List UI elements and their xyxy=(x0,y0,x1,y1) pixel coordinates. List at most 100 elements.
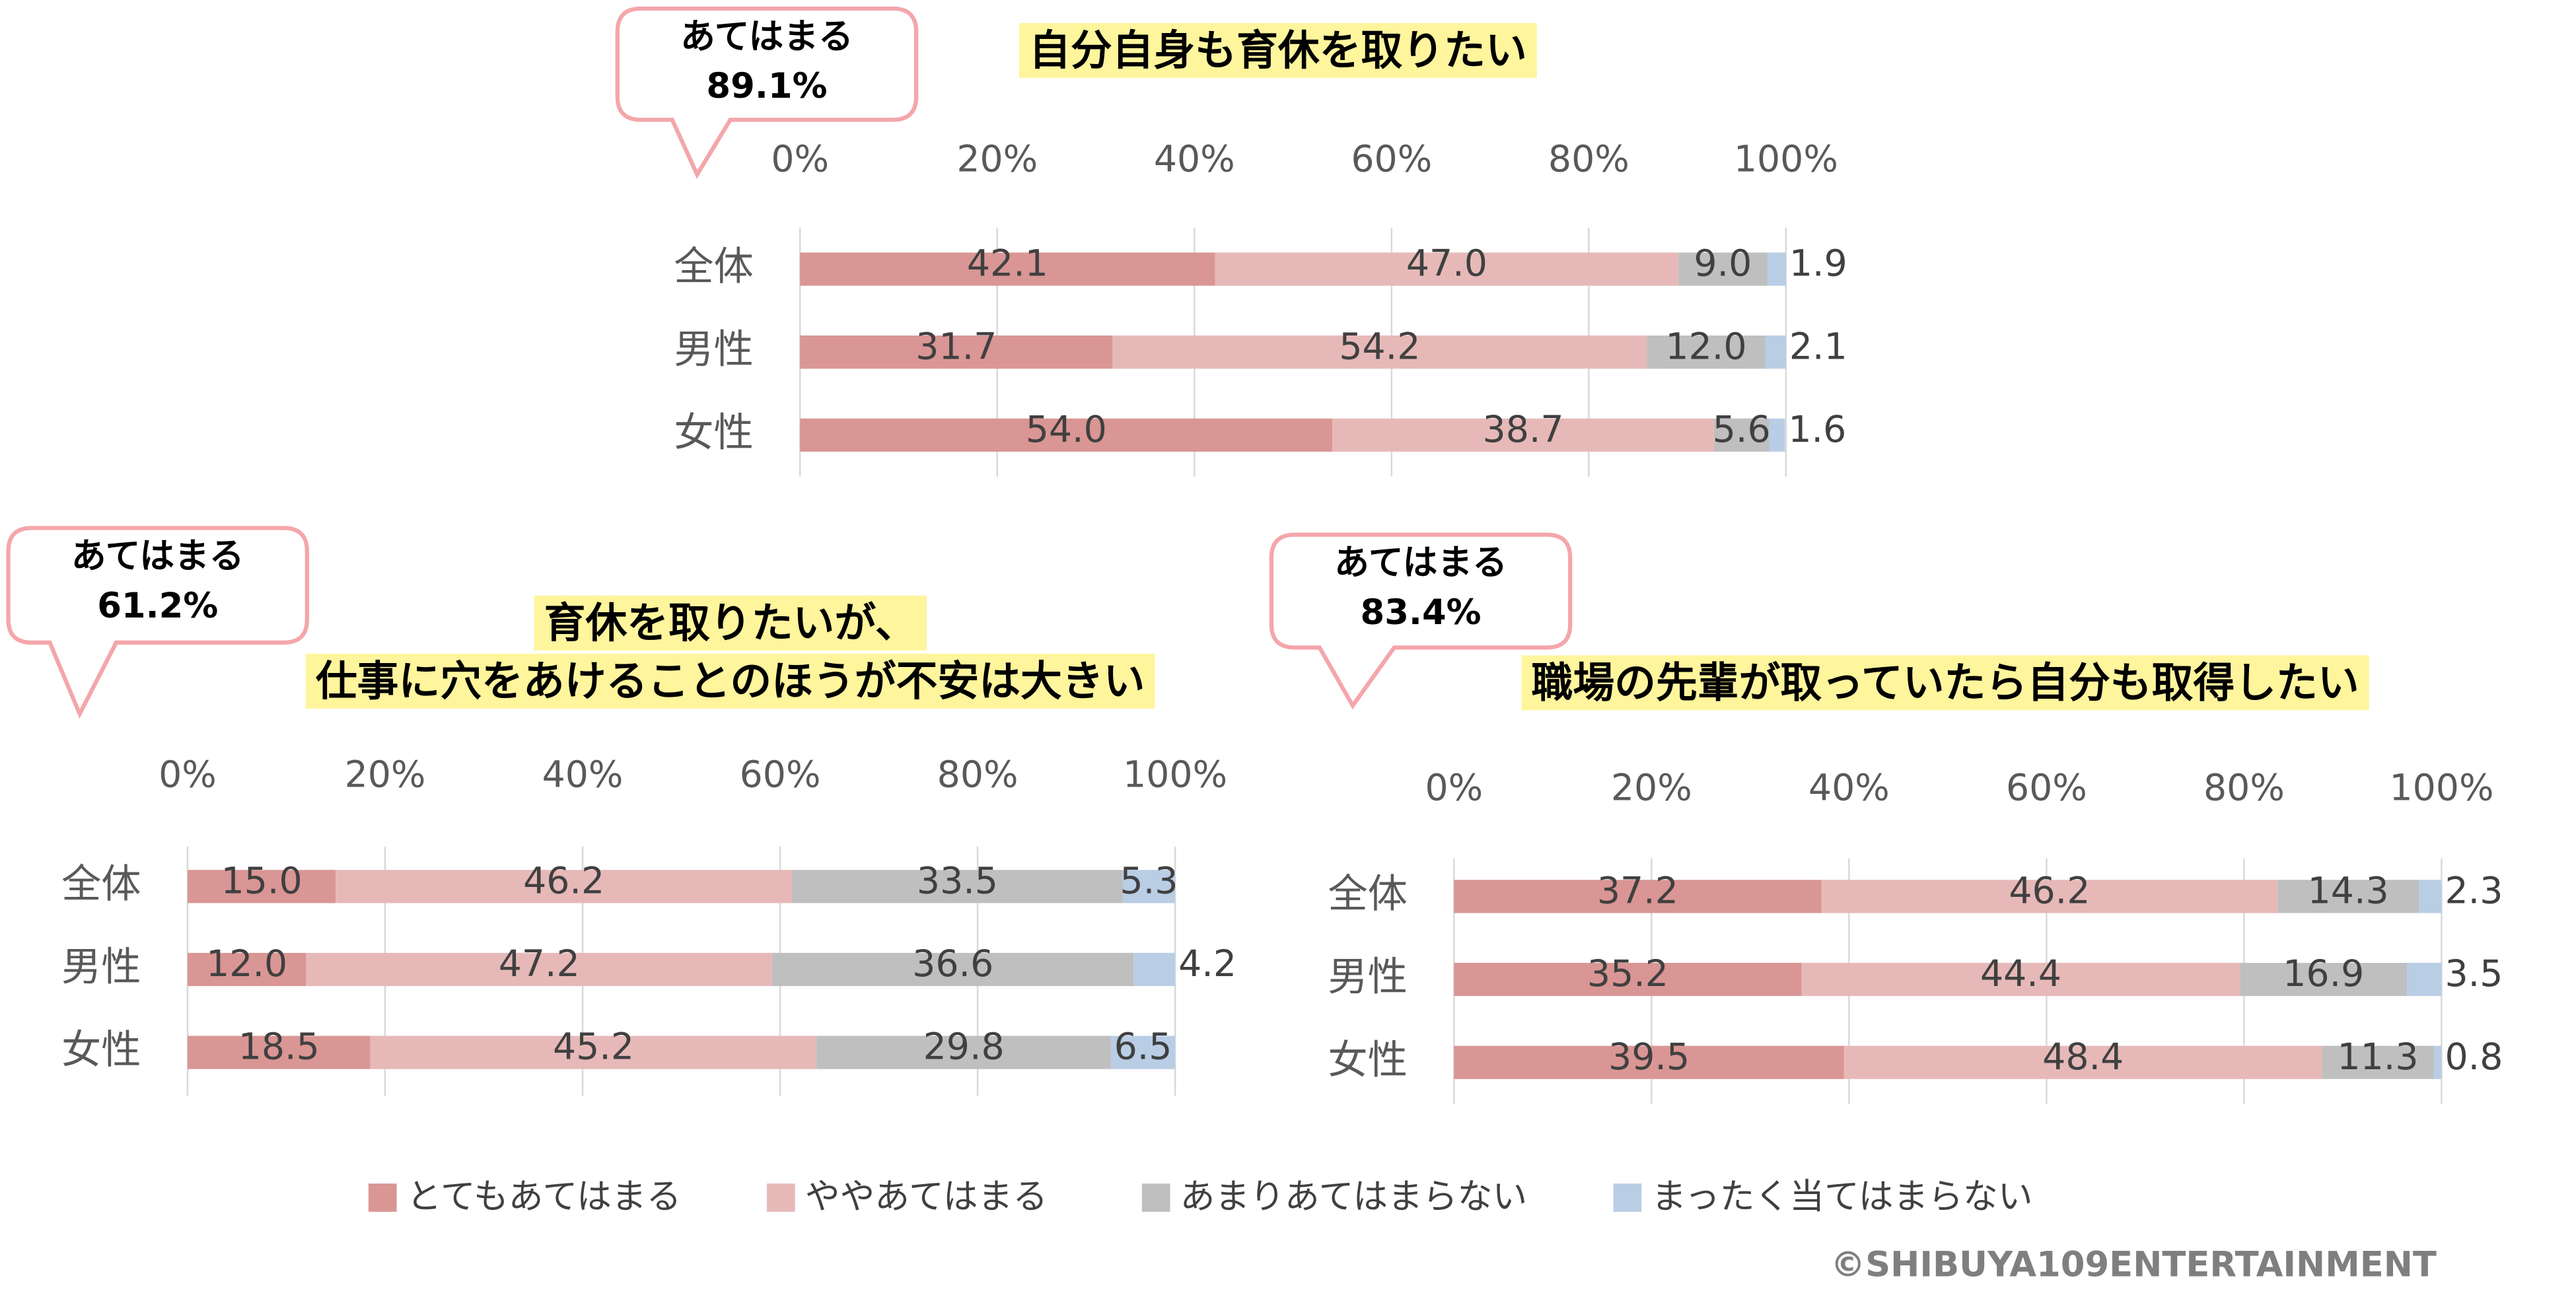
bar-segment xyxy=(1133,952,1176,987)
bar-segment xyxy=(336,870,792,903)
chart-title: 仕事に穴をあけることのほうが不安は大きい xyxy=(316,657,1145,705)
legend-swatch xyxy=(1141,1183,1170,1212)
data-label: 16.9 xyxy=(2283,953,2364,995)
bar-segment xyxy=(1454,1045,1844,1079)
x-tick-label: 20% xyxy=(345,754,426,796)
data-label: 2.1 xyxy=(1789,326,1847,368)
bar-segment xyxy=(1215,252,1679,286)
callout-bubble xyxy=(6,526,310,719)
bar-segment xyxy=(187,1036,371,1069)
data-label: 12.0 xyxy=(206,943,287,985)
x-tick-label: 0% xyxy=(159,754,217,796)
category-label: 男性 xyxy=(674,327,754,373)
x-tick-label: 40% xyxy=(542,754,624,796)
bar-segment xyxy=(2277,880,2419,913)
data-label: 29.8 xyxy=(923,1026,1005,1069)
x-tick-label: 0% xyxy=(771,138,829,180)
data-label: 4.2 xyxy=(1178,943,1236,985)
x-tick-label: 60% xyxy=(740,754,821,796)
data-label: 47.2 xyxy=(499,943,580,985)
bar-segment xyxy=(187,952,306,987)
callout-bubble xyxy=(615,6,919,180)
bar-segment xyxy=(1332,418,1714,452)
data-label: 36.6 xyxy=(912,943,993,985)
data-label: 46.2 xyxy=(523,860,604,902)
category-label: 女性 xyxy=(674,409,754,456)
data-label: 6.5 xyxy=(1114,1026,1172,1069)
bar-segment xyxy=(187,870,336,903)
data-label: 33.5 xyxy=(917,860,998,902)
category-label: 女性 xyxy=(61,1027,141,1073)
x-tick-label: 100% xyxy=(1734,138,1838,180)
chart-title: 自分自身も育休を取りたい xyxy=(1029,26,1527,75)
legend-swatch xyxy=(766,1183,795,1212)
legend-label: とてもあてはまる xyxy=(407,1176,682,1217)
title-highlight xyxy=(305,653,1155,709)
x-tick-label: 20% xyxy=(1611,767,1692,810)
bar-segment xyxy=(2419,880,2442,913)
data-label: 46.2 xyxy=(2009,870,2090,912)
bar-segment xyxy=(800,252,1215,286)
data-label: 15.0 xyxy=(221,860,303,902)
bar-segment xyxy=(1769,418,1785,452)
title-highlight xyxy=(1521,655,2369,711)
bar-segment xyxy=(1801,962,2240,997)
data-label: 38.7 xyxy=(1483,409,1564,451)
bar-segment xyxy=(370,1036,817,1069)
data-label: 5.6 xyxy=(1713,409,1771,451)
data-label: 12.0 xyxy=(1665,326,1746,368)
bar-segment xyxy=(772,952,1134,987)
category-label: 女性 xyxy=(1328,1037,1408,1083)
title-highlight xyxy=(534,595,927,651)
bar-segment xyxy=(1767,252,1786,286)
callout-value: 89.1% xyxy=(706,66,827,106)
x-tick-label: 20% xyxy=(956,138,1038,180)
bar-segment xyxy=(1110,1036,1176,1069)
data-label: 3.5 xyxy=(2445,953,2503,995)
legend-label: まったく当てはまらない xyxy=(1651,1176,2032,1217)
category-label: 全体 xyxy=(61,861,141,907)
data-label: 45.2 xyxy=(553,1026,634,1069)
x-tick-label: 100% xyxy=(1123,754,1227,796)
legend-label: あまりあてはまらない xyxy=(1180,1176,1528,1217)
chart-title: 職場の先輩が取っていたら自分も取得したい xyxy=(1532,658,2359,707)
callout-text: あてはまる xyxy=(71,536,244,576)
bar-segment xyxy=(306,952,773,987)
bar-segment xyxy=(1112,335,1647,369)
category-label: 全体 xyxy=(674,244,754,290)
data-label: 1.9 xyxy=(1789,243,1847,285)
data-label: 1.6 xyxy=(1788,409,1846,451)
data-label: 44.4 xyxy=(1980,953,2061,995)
bar-segment xyxy=(800,418,1333,452)
x-tick-label: 60% xyxy=(2006,767,2087,810)
bar-segment xyxy=(2433,1045,2442,1079)
x-tick-label: 80% xyxy=(1548,138,1629,180)
x-tick-label: 100% xyxy=(2389,767,2493,810)
copyright: ©SHIBUYA109ENTERTAINMENT xyxy=(1830,1244,2437,1285)
data-label: 2.3 xyxy=(2445,870,2503,912)
bar-segment xyxy=(800,335,1113,369)
bar-segment xyxy=(1765,335,1786,369)
category-label: 全体 xyxy=(1328,871,1408,917)
data-label: 35.2 xyxy=(1587,953,1668,995)
bar-segment xyxy=(791,870,1123,903)
data-label: 54.0 xyxy=(1026,409,1107,451)
data-label: 18.5 xyxy=(238,1026,320,1069)
bar-segment xyxy=(1821,880,2278,913)
data-label: 9.0 xyxy=(1694,243,1752,285)
callout-text: あてはまる xyxy=(1334,542,1507,582)
x-tick-label: 80% xyxy=(2203,767,2285,810)
legend-swatch xyxy=(1613,1183,1642,1212)
callout-text: あてはまる xyxy=(680,17,853,57)
bar-segment xyxy=(1678,252,1768,286)
callout-value: 61.2% xyxy=(97,586,218,626)
bar-segment xyxy=(1647,335,1766,369)
category-label: 男性 xyxy=(1328,954,1408,1001)
x-tick-label: 0% xyxy=(1425,767,1483,810)
data-label: 31.7 xyxy=(915,326,997,368)
callout-bubble xyxy=(1269,532,1573,710)
data-label: 54.2 xyxy=(1339,326,1420,368)
data-label: 5.3 xyxy=(1120,860,1178,902)
